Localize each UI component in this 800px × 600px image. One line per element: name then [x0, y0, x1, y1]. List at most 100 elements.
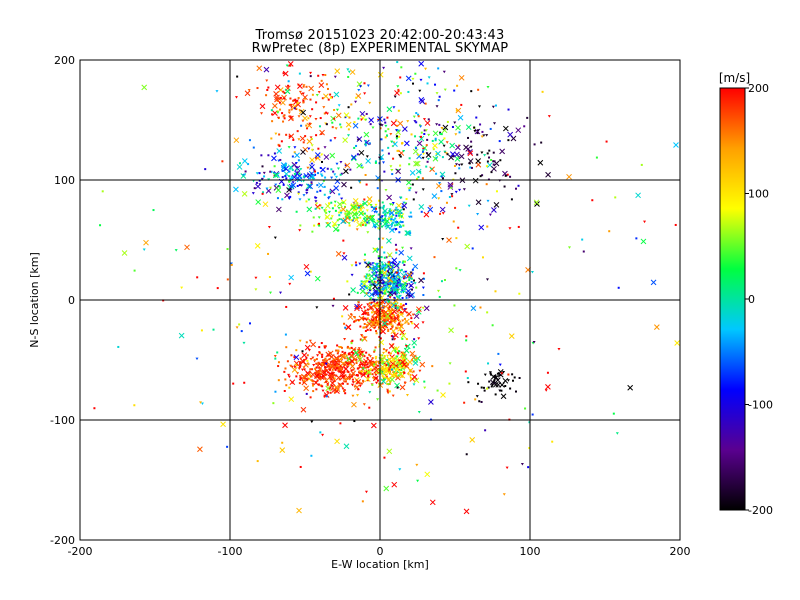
scatter-point — [409, 169, 416, 176]
scatter-point — [418, 124, 421, 127]
scatter-point — [486, 85, 490, 89]
scatter-point — [439, 131, 442, 134]
scatter-point — [384, 319, 387, 322]
scatter-point — [307, 117, 310, 120]
scatter-point — [492, 380, 496, 383]
scatter-point — [546, 371, 549, 374]
scatter-point — [469, 166, 472, 169]
scatter-point — [335, 108, 339, 112]
scatter-point — [425, 165, 428, 168]
scatter-point — [285, 177, 288, 180]
scatter-point — [339, 384, 342, 387]
scatter-point — [343, 322, 346, 325]
scatter-point — [440, 126, 444, 130]
scatter-point — [348, 373, 351, 376]
scatter-point — [400, 268, 403, 271]
scatter-point — [386, 391, 390, 395]
scatter-point — [409, 377, 412, 380]
scatter-point — [381, 282, 385, 285]
scatter-point — [395, 168, 401, 175]
scatter-point — [376, 364, 379, 367]
scatter-point — [391, 338, 394, 341]
scatter-point — [230, 263, 233, 266]
scatter-point — [353, 385, 357, 389]
scatter-point — [291, 155, 294, 158]
scatter-point — [331, 371, 334, 374]
scatter-point — [396, 124, 399, 127]
scatter-point — [333, 377, 336, 380]
scatter-point — [311, 383, 315, 386]
scatter-point — [502, 371, 506, 374]
scatter-point — [373, 224, 376, 227]
scatter-point — [328, 387, 331, 390]
scatter-point — [371, 281, 375, 284]
scatter-point — [282, 183, 285, 186]
scatter-point — [276, 206, 282, 213]
scatter-point — [349, 212, 353, 215]
scatter-point — [378, 317, 381, 320]
scatter-point — [306, 354, 309, 357]
scatter-point — [362, 202, 365, 205]
scatter-point — [349, 69, 356, 75]
scatter-point — [366, 321, 373, 327]
scatter-point — [296, 101, 299, 104]
scatter-point — [457, 163, 461, 167]
scatter-point — [291, 183, 294, 186]
scatter-point — [400, 215, 404, 218]
scatter-point — [380, 354, 383, 357]
scatter-point — [394, 351, 397, 354]
scatter-point — [300, 109, 307, 116]
scatter-point — [442, 124, 449, 131]
scatter-point — [446, 153, 449, 156]
scatter-point — [453, 164, 456, 167]
scatter-point — [276, 148, 283, 154]
scatter-point — [400, 142, 403, 145]
scatter-point — [282, 97, 286, 101]
scatter-point — [388, 208, 392, 211]
scatter-point — [338, 193, 341, 196]
scatter-point — [414, 160, 421, 167]
scatter-point — [379, 222, 382, 225]
scatter-point — [364, 280, 367, 283]
scatter-point — [367, 261, 370, 264]
scatter-point — [409, 186, 412, 189]
scatter-point — [446, 237, 452, 243]
scatter-point — [391, 201, 395, 205]
scatter-point — [309, 157, 315, 163]
scatter-point — [291, 174, 298, 181]
scatter-point — [305, 183, 312, 190]
scatter-point — [363, 371, 366, 374]
scatter-point — [320, 206, 324, 210]
scatter-point — [315, 202, 319, 206]
scatter-point — [389, 266, 392, 269]
scatter-point — [358, 149, 365, 156]
scatter-point — [335, 175, 339, 179]
scatter-point — [390, 326, 394, 329]
scatter-point — [382, 310, 385, 313]
scatter-point — [414, 135, 417, 138]
scatter-point — [316, 223, 319, 226]
scatter-point — [368, 320, 371, 323]
scatter-point — [284, 333, 287, 336]
scatter-point — [278, 185, 281, 188]
scatter-point — [267, 226, 271, 229]
scatter-point — [397, 325, 403, 332]
scatter-point — [517, 184, 520, 187]
scatter-point — [394, 334, 397, 337]
scatter-point — [390, 273, 393, 276]
scatter-point — [275, 187, 282, 193]
scatter-point — [440, 280, 443, 283]
scatter-point — [356, 153, 359, 156]
scatter-point — [358, 365, 361, 368]
scatter-point — [376, 372, 379, 375]
scatter-point — [391, 257, 398, 264]
scatter-point — [426, 82, 429, 85]
scatter-point — [371, 369, 374, 372]
scatter-point — [333, 185, 340, 191]
scatter-point — [375, 274, 378, 277]
scatter-point — [290, 365, 294, 369]
scatter-point — [330, 388, 333, 391]
scatter-point — [362, 379, 365, 382]
scatter-point — [392, 106, 396, 109]
